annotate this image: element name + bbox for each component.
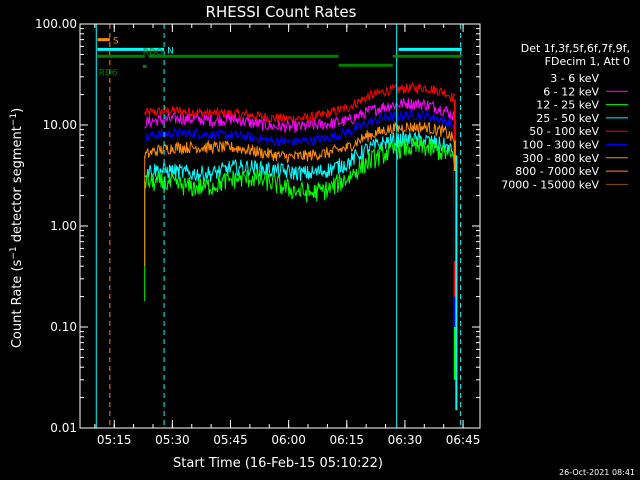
footer-timestamp: 26-Oct-2021 08:41 — [559, 468, 635, 477]
x-tick-label: 05:30 — [155, 433, 190, 447]
flag-label-1: N — [167, 46, 174, 56]
y-tick-label: 10.00 — [43, 118, 77, 132]
series-6-line — [144, 137, 456, 203]
legend-entry-label: 7000 - 15000 keV — [501, 178, 599, 191]
y-tick-label: 0.10 — [50, 320, 77, 334]
legend-header-line: Det 1f,3f,5f,6f,7f,9f, — [521, 42, 630, 55]
legend-entry-label: 800 - 7000 keV — [515, 165, 599, 178]
series-5-line — [144, 130, 456, 183]
series-0-line — [144, 81, 456, 125]
y-tick-label: 0.01 — [50, 421, 77, 435]
y-tick-label: 1.00 — [50, 219, 77, 233]
flag-label-4: RD6 — [99, 68, 118, 78]
legend-entry-label: 12 - 25 keV — [536, 99, 599, 112]
flag-label-2: RDO — [143, 48, 163, 58]
x-axis-label: Start Time (16-Feb-15 05:10:22) — [173, 456, 383, 471]
x-tick-label: 05:15 — [97, 433, 132, 447]
x-tick-label: 06:15 — [329, 433, 364, 447]
legend-entry-label: 6 - 12 keV — [543, 85, 599, 98]
legend-entry-label: 100 - 300 keV — [522, 139, 599, 152]
chart-title: RHESSI Count Rates — [206, 3, 357, 21]
flag-label-0: S — [113, 37, 119, 47]
legend-entry-label: 300 - 800 keV — [522, 152, 599, 165]
series-1-line — [144, 98, 456, 133]
axes: 100.00 10.00 1.00 0.10 0.01 05:15 05:30 05:45 06… — [35, 17, 481, 447]
legend-entry-label: 3 - 6 keV — [550, 72, 599, 85]
plot-area: S N RDO RD6 — [95, 24, 462, 428]
x-tick-label: 06:00 — [271, 433, 306, 447]
x-tick-label: 06:45 — [446, 433, 481, 447]
y-axis-label: Count Rate (s−1 detector segment−1) — [9, 108, 25, 348]
series-2-line — [144, 109, 456, 148]
legend-entry-label: 25 - 50 keV — [536, 112, 599, 125]
x-tick-label: 06:30 — [388, 433, 423, 447]
legend: Det 1f,3f,5f,6f,7f,9f,FDecim 1, Att 0 3 -… — [501, 42, 630, 191]
legend-entry-label: 50 - 100 keV — [529, 125, 599, 138]
y-tick-label: 100.00 — [35, 17, 77, 31]
legend-header-line: FDecim 1, Att 0 — [545, 55, 630, 68]
x-tick-label: 05:45 — [213, 433, 248, 447]
